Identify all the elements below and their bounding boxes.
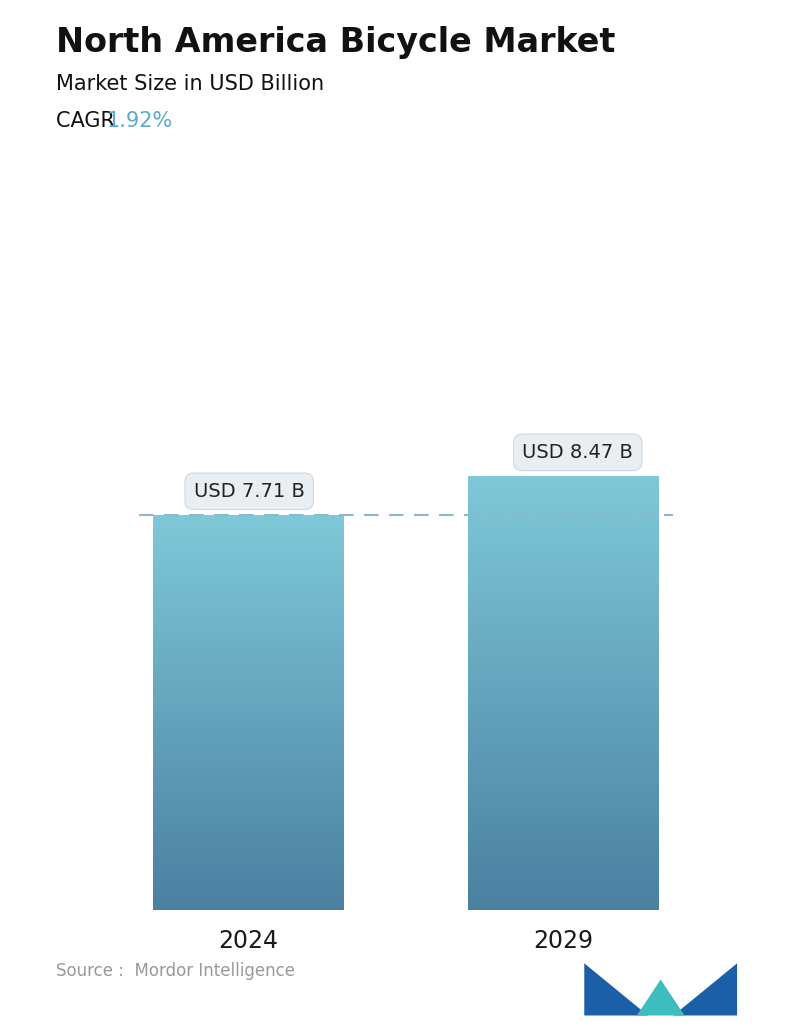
Polygon shape (637, 979, 685, 1015)
Text: Market Size in USD Billion: Market Size in USD Billion (56, 74, 324, 94)
Text: CAGR: CAGR (56, 111, 128, 130)
Polygon shape (584, 964, 648, 1015)
Text: Source :  Mordor Intelligence: Source : Mordor Intelligence (56, 963, 295, 980)
Text: North America Bicycle Market: North America Bicycle Market (56, 26, 615, 59)
Text: 1.92%: 1.92% (107, 111, 173, 130)
Polygon shape (673, 964, 737, 1015)
Text: USD 7.71 B: USD 7.71 B (193, 482, 305, 500)
Text: USD 8.47 B: USD 8.47 B (522, 443, 633, 462)
